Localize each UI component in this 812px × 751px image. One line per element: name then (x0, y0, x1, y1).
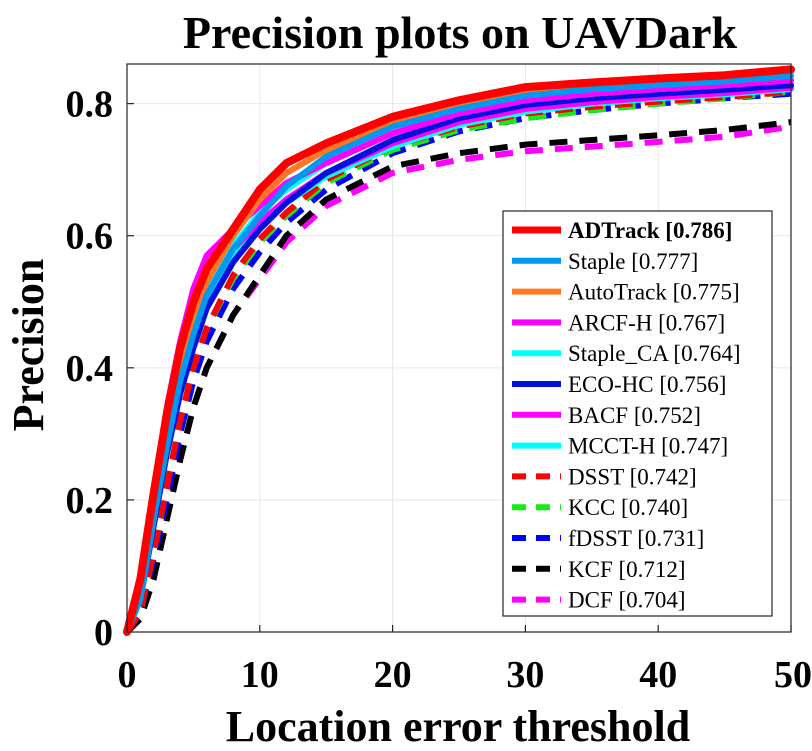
x-tick-label: 0 (118, 654, 137, 696)
series-layer (123, 65, 795, 636)
y-tick-label: 0.4 (66, 348, 114, 390)
x-tick-label: 30 (506, 654, 544, 696)
legend-label: AutoTrack [0.775] (568, 280, 740, 305)
legend-label: DCF [0.704] (568, 588, 686, 613)
y-tick-label: 0.8 (66, 84, 114, 126)
y-tick-label: 0 (94, 612, 113, 654)
legend-label: ARCF-H [0.767] (568, 310, 725, 335)
x-tick-label: 10 (241, 654, 279, 696)
legend-label: ECO-HC [0.756] (568, 372, 726, 397)
legend-label: KCF [0.712] (568, 557, 686, 582)
tick-labels: 0 10 20 30 40 50 0 0.2 0.4 0.6 0.8 (66, 84, 812, 696)
chart-title: Precision plots on UAVDark (183, 7, 738, 58)
legend-label: MCCT-H [0.747] (568, 434, 728, 459)
legend-label: ADTrack [0.786] (568, 218, 732, 243)
series-line-staple (124, 72, 794, 635)
y-tick-label: 0.2 (66, 480, 114, 522)
legend-label: fDSST [0.731] (568, 526, 704, 551)
x-tick-label: 40 (639, 654, 677, 696)
legend-label: DSST [0.742] (568, 464, 697, 489)
y-tick-label: 0.6 (66, 216, 114, 258)
x-tick-label: 50 (774, 654, 812, 696)
legend-label: BACF [0.752] (568, 403, 701, 428)
legend-label: Staple [0.777] (568, 249, 698, 274)
x-axis-label: Location error threshold (226, 702, 690, 751)
legend-label: KCC [0.740] (568, 495, 688, 520)
x-tick-label: 20 (374, 654, 412, 696)
legend: ADTrack [0.786] Staple [0.777] AutoTrack [… (502, 210, 773, 617)
legend-label: Staple_CA [0.764] (568, 341, 741, 366)
axes-box (126, 63, 792, 633)
y-axis-label: Precision (4, 259, 53, 432)
axes (126, 63, 792, 633)
series-line-adtrack (123, 65, 795, 636)
